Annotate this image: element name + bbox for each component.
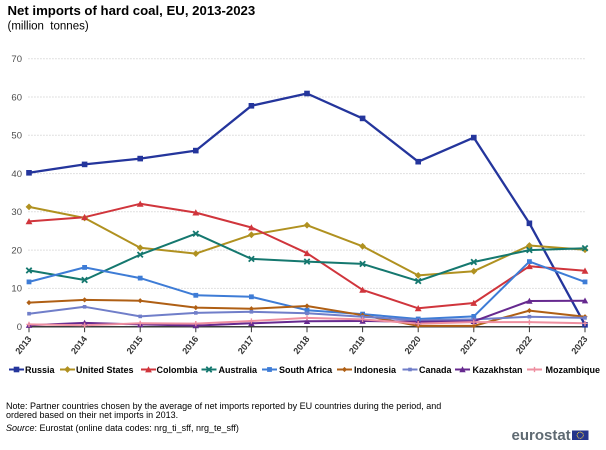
svg-text:50: 50 [11,131,22,142]
svg-text:Note: Partner countries chosen: Note: Partner countries chosen by the av… [6,401,441,411]
svg-text:Russia: Russia [25,365,56,375]
svg-text:Net imports of hard coal, EU,: Net imports of hard coal, EU, 2013-2023 [8,3,256,18]
svg-text:Colombia: Colombia [157,365,199,375]
svg-text:South Africa: South Africa [279,365,333,375]
svg-text:Canada: Canada [419,365,453,375]
svg-text:60: 60 [11,92,22,103]
svg-text:Australia: Australia [219,365,259,375]
svg-text:10: 10 [11,284,22,295]
svg-text:ordered based on their net imp: ordered based on their net imports in 20… [6,410,178,420]
svg-text:Kazakhstan: Kazakhstan [473,365,523,375]
svg-text:20: 20 [11,245,22,256]
svg-text:Mozambique: Mozambique [546,365,601,375]
svg-text:70: 70 [11,54,22,65]
svg-text:30: 30 [11,207,22,218]
svg-text:Indonesia: Indonesia [354,365,397,375]
svg-text:40: 40 [11,169,22,180]
svg-text:(million tonnes): (million tonnes) [8,20,89,32]
svg-text:eurostat: eurostat [512,427,571,444]
svg-text:0: 0 [17,322,22,333]
svg-text:United States: United States [76,365,134,375]
svg-text:Source: Eurostat (online data: Source: Eurostat (online data codes: nrg… [6,423,239,433]
